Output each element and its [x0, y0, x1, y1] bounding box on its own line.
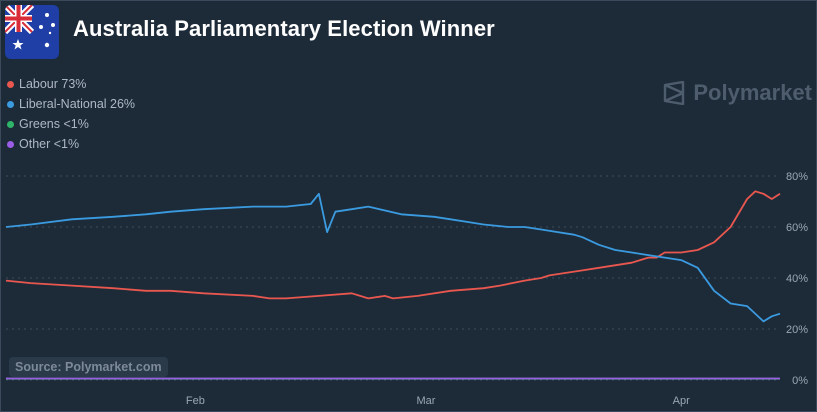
source-label: Source: Polymarket.com: [9, 357, 168, 377]
legend-label-liberal-national: Liberal-National 26%: [19, 97, 136, 111]
legend-label-greens: Greens <1%: [19, 117, 89, 131]
legend-dot-other: [7, 140, 14, 148]
australia-flag-icon: [5, 5, 59, 59]
y-tick-label: 80%: [786, 171, 808, 183]
legend-dot-liberal-national: [7, 100, 14, 108]
chart-title: Australia Parliamentary Election Winner: [73, 16, 495, 41]
polymarket-logo-icon: [664, 81, 685, 105]
y-tick-label: 0%: [792, 375, 808, 387]
legend-dot-greens: [7, 120, 14, 128]
x-tick-label: Apr: [673, 395, 690, 407]
y-tick-label: 20%: [786, 324, 808, 336]
brand-name: Polymarket: [693, 80, 812, 105]
legend-dot-labour: [7, 80, 14, 88]
x-tick-label: Mar: [416, 395, 435, 407]
series-line-liberal-national[interactable]: [5, 192, 781, 323]
legend-item-labour[interactable]: Labour 73%: [7, 74, 135, 94]
polymarket-brand: Polymarket: [663, 80, 812, 106]
y-tick-label: 60%: [786, 222, 808, 234]
legend-item-liberal-national[interactable]: Liberal-National 26%: [7, 94, 135, 114]
legend-label-other: Other <1%: [19, 137, 80, 151]
x-tick-label: Feb: [186, 395, 205, 407]
legend-item-greens[interactable]: Greens <1%: [7, 114, 135, 134]
legend: Labour 73% Liberal-National 26% Greens <…: [7, 74, 135, 154]
legend-label-labour: Labour 73%: [19, 77, 87, 91]
y-tick-label: 40%: [786, 273, 808, 285]
series-line-labour[interactable]: [5, 190, 781, 300]
legend-item-other[interactable]: Other <1%: [7, 134, 135, 154]
